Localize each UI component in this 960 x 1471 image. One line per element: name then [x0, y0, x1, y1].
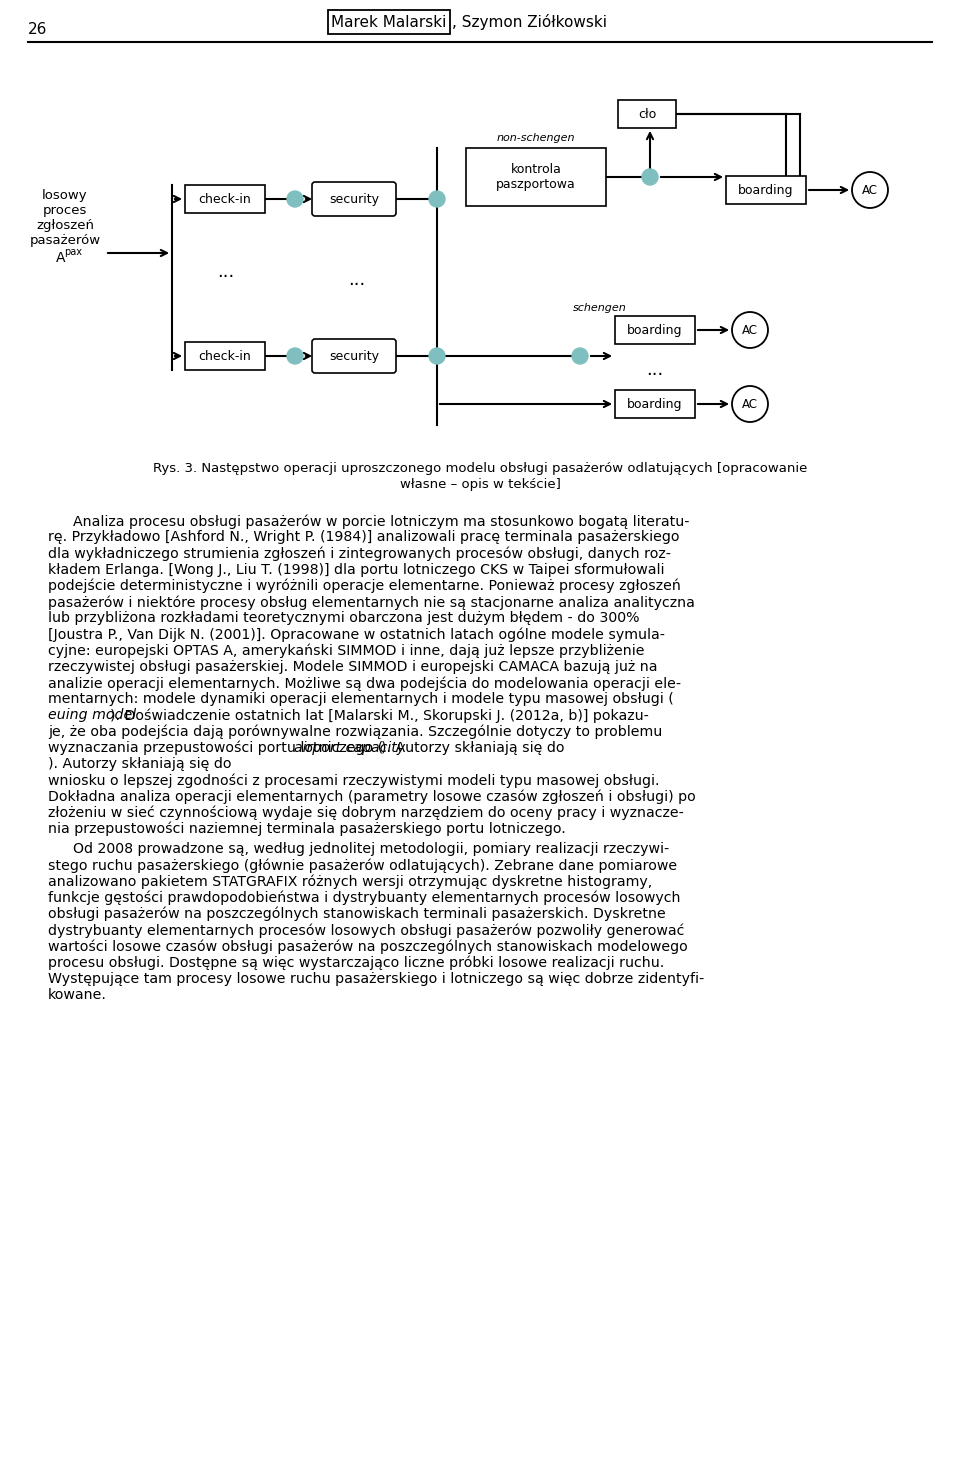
Text: security: security	[329, 350, 379, 362]
Text: Dokładna analiza operacji elementarnych (parametry losowe czasów zgłoszeń i obsł: Dokładna analiza operacji elementarnych …	[48, 790, 696, 803]
Text: ). Doświadczenie ostatnich lat [Malarski M., Skorupski J. (2012a, b)] pokazu-: ). Doświadczenie ostatnich lat [Malarski…	[109, 709, 649, 722]
Circle shape	[852, 172, 888, 207]
Text: , Szymon Ziółkowski: , Szymon Ziółkowski	[452, 15, 607, 29]
Text: pasażerów: pasażerów	[30, 234, 101, 247]
Text: ). Autorzy skłaniają się do: ). Autorzy skłaniają się do	[381, 741, 564, 755]
Text: security: security	[329, 193, 379, 206]
Text: boarding: boarding	[627, 324, 683, 337]
Text: stego ruchu pasażerskiego (głównie pasażerów odlatujących). Zebrane dane pomiaro: stego ruchu pasażerskiego (głównie pasaż…	[48, 858, 677, 872]
Text: mentarnych: modele dynamiki operacji elementarnych i modele typu masowej obsługi: mentarnych: modele dynamiki operacji ele…	[48, 693, 674, 706]
Bar	[615, 390, 695, 418]
Text: lub przybliżona rozkładami teoretycznymi obarczona jest dużym błędem - do 300%: lub przybliżona rozkładami teoretycznymi…	[48, 610, 639, 625]
Bar	[185, 341, 265, 371]
Text: schengen: schengen	[573, 303, 627, 313]
Text: Występujące tam procesy losowe ruchu pasażerskiego i lotniczego są więc dobrze z: Występujące tam procesy losowe ruchu pas…	[48, 972, 705, 986]
Bar	[328, 10, 450, 34]
Text: dla wykładniczego strumienia zgłoszeń i zintegrowanych procesów obsługi, danych : dla wykładniczego strumienia zgłoszeń i …	[48, 546, 671, 560]
Circle shape	[732, 312, 768, 349]
Text: boarding: boarding	[627, 397, 683, 410]
Bar	[726, 177, 806, 204]
Text: kładem Erlanga. [Wong J., Liu T. (1998)] dla portu lotniczego CKS w Taipei sform: kładem Erlanga. [Wong J., Liu T. (1998)]…	[48, 562, 664, 577]
Text: euing model: euing model	[48, 709, 136, 722]
Text: funkcje gęstości prawdopodobieństwa i dystrybuanty elementarnych procesów losowy: funkcje gęstości prawdopodobieństwa i dy…	[48, 890, 681, 905]
Circle shape	[287, 191, 303, 207]
Text: procesu obsługi. Dostępne są więc wystarczająco liczne próbki losowe realizacji : procesu obsługi. Dostępne są więc wystar…	[48, 955, 664, 969]
Text: airport capacity: airport capacity	[294, 741, 405, 755]
FancyBboxPatch shape	[312, 338, 396, 374]
Circle shape	[429, 191, 445, 207]
Text: kontrola
paszportowa: kontrola paszportowa	[496, 163, 576, 191]
Text: analizowano pakietem STATGRAFIX różnych wersji otrzymując dyskretne histogramy,: analizowano pakietem STATGRAFIX różnych …	[48, 874, 652, 888]
Text: Analiza procesu obsługi pasażerów w porcie lotniczym ma stosunkowo bogatą litera: Analiza procesu obsługi pasażerów w porc…	[73, 513, 689, 528]
FancyBboxPatch shape	[312, 182, 396, 216]
Text: dystrybuanty elementarnych procesów losowych obsługi pasażerów pozwoliły generow: dystrybuanty elementarnych procesów loso…	[48, 922, 684, 937]
Text: non-schengen: non-schengen	[496, 132, 575, 143]
Text: 26: 26	[28, 22, 47, 37]
Bar	[185, 185, 265, 213]
Text: ...: ...	[348, 271, 366, 288]
Circle shape	[429, 349, 445, 363]
Text: pax: pax	[64, 247, 82, 257]
Text: check-in: check-in	[199, 350, 252, 362]
Text: AC: AC	[862, 184, 878, 197]
Text: [Joustra P., Van Dijk N. (2001)]. Opracowane w ostatnich latach ogólne modele sy: [Joustra P., Van Dijk N. (2001)]. Opraco…	[48, 628, 665, 641]
Bar	[618, 100, 676, 128]
Text: rę. Przykładowo [Ashford N., Wright P. (1984)] analizowali pracę terminala pasaż: rę. Przykładowo [Ashford N., Wright P. (…	[48, 530, 680, 544]
Text: ...: ...	[217, 263, 234, 281]
Text: analizie operacji elementarnych. Możliwe są dwa podejścia do modelowania operacj: analizie operacji elementarnych. Możliwe…	[48, 677, 682, 690]
Text: check-in: check-in	[199, 193, 252, 206]
Text: losowy: losowy	[42, 188, 87, 202]
Text: A: A	[57, 252, 65, 265]
Text: podejście deterministyczne i wyróżnili operacje elementarne. Ponieważ procesy zg: podejście deterministyczne i wyróżnili o…	[48, 578, 681, 593]
Text: boarding: boarding	[738, 184, 794, 197]
Bar	[615, 316, 695, 344]
Text: ). Autorzy skłaniają się do: ). Autorzy skłaniają się do	[48, 758, 231, 771]
Text: kowane.: kowane.	[48, 989, 107, 1002]
Text: nia przepustowości naziemnej terminala pasażerskiego portu lotniczego.: nia przepustowości naziemnej terminala p…	[48, 822, 565, 837]
Text: Rys. 3. Następstwo operacji uproszczonego modelu obsługi pasażerów odlatujących : Rys. 3. Następstwo operacji uproszczoneg…	[153, 462, 807, 475]
Text: własne – opis w tekście]: własne – opis w tekście]	[399, 478, 561, 491]
Text: AC: AC	[742, 397, 758, 410]
Text: zgłoszeń: zgłoszeń	[36, 219, 94, 231]
Text: cyjne: europejski OPTAS A, amerykański SIMMOD i inne, dają już lepsze przybliżen: cyjne: europejski OPTAS A, amerykański S…	[48, 644, 644, 658]
Text: wniosku o lepszej zgodności z procesami rzeczywistymi modeli typu masowej obsług: wniosku o lepszej zgodności z procesami …	[48, 774, 660, 787]
Text: proces: proces	[43, 203, 87, 216]
Circle shape	[287, 349, 303, 363]
Text: złożeniu w sieć czynnościową wydaje się dobrym narzędziem do oceny pracy i wyzna: złożeniu w sieć czynnościową wydaje się …	[48, 806, 684, 821]
Text: pasażerów i niektóre procesy obsług elementarnych nie są stacjonarne analiza ana: pasażerów i niektóre procesy obsług elem…	[48, 594, 695, 609]
Text: wyznaczania przepustowości portu lotniczego (: wyznaczania przepustowości portu lotnicz…	[48, 741, 383, 755]
Text: wartości losowe czasów obsługi pasażerów na poszczególnych stanowiskach modelowe: wartości losowe czasów obsługi pasażerów…	[48, 938, 687, 953]
Text: je, że oba podejścia dają porównywalne rozwiązania. Szczególnie dotyczy to probl: je, że oba podejścia dają porównywalne r…	[48, 725, 662, 738]
Text: rzeczywistej obsługi pasażerskiej. Modele SIMMOD i europejski CAMACA bazują już : rzeczywistej obsługi pasażerskiej. Model…	[48, 660, 658, 674]
Circle shape	[642, 169, 658, 185]
Circle shape	[732, 385, 768, 422]
Text: AC: AC	[742, 324, 758, 337]
Text: Od 2008 prowadzone są, według jednolitej metodologii, pomiary realizacji rzeczyw: Od 2008 prowadzone są, według jednolitej…	[73, 841, 669, 856]
Circle shape	[572, 349, 588, 363]
Text: ...: ...	[646, 360, 663, 380]
Text: cło: cło	[637, 107, 656, 121]
Bar	[466, 149, 606, 206]
Text: Marek Malarski: Marek Malarski	[331, 15, 446, 29]
Text: obsługi pasażerów na poszczególnych stanowiskach terminali pasażerskich. Dyskret: obsługi pasażerów na poszczególnych stan…	[48, 906, 665, 921]
